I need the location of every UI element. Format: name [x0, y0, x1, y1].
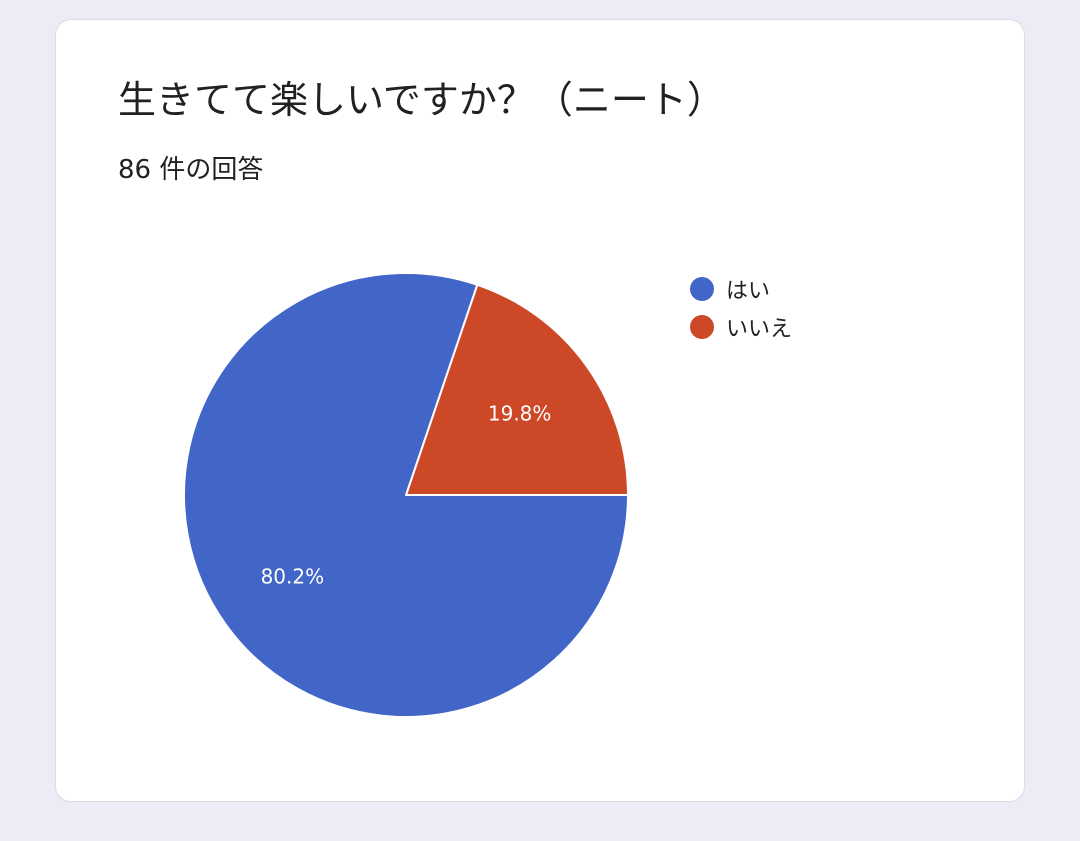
legend-label-no: いいえ: [726, 317, 793, 342]
pie-chart: 19.8% 80.2%: [183, 272, 629, 718]
legend-swatch-yes: [690, 277, 714, 301]
response-count: 86 件の回答: [118, 155, 264, 185]
legend-item-yes[interactable]: はい: [690, 270, 792, 308]
pie-label-no: 19.8%: [488, 402, 552, 426]
chart-card: 生きてて楽しいですか？（ニート） 86 件の回答 19.8% 80.2% はい い…: [55, 19, 1025, 802]
legend-label-yes: はい: [726, 279, 771, 304]
pie-slice-no[interactable]: [405, 283, 629, 496]
legend-item-no[interactable]: いいえ: [690, 308, 792, 346]
question-title: 生きてて楽しいですか？（ニート）: [118, 78, 725, 122]
pie-slice-yes[interactable]: [183, 272, 629, 718]
pie-label-yes: 80.2%: [261, 564, 325, 588]
legend-swatch-no: [690, 315, 714, 339]
chart-legend: はい いいえ: [690, 270, 792, 346]
